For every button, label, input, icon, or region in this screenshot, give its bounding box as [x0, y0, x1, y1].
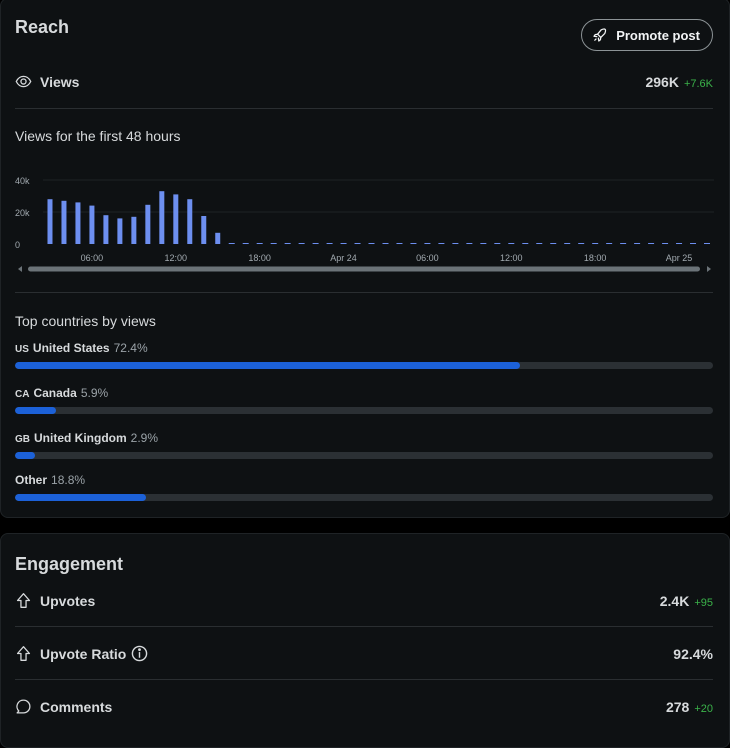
x-tick-label: Apr 25 — [666, 253, 693, 263]
chart-bar[interactable] — [159, 191, 165, 244]
engagement-card: Engagement Upvotes 2.4K +95 Upvote Ratio — [0, 533, 730, 748]
chart-bar[interactable] — [145, 204, 151, 244]
divider — [15, 626, 713, 627]
country-row: Other 18.8% — [15, 473, 713, 501]
country-row: GB United Kingdom 2.9% — [15, 431, 713, 459]
chart-bar[interactable] — [215, 232, 221, 244]
upvote-ratio-label: Upvote Ratio — [40, 645, 127, 662]
country-bar-track — [15, 452, 713, 459]
country-name: Other — [15, 473, 48, 487]
chart-bar[interactable] — [131, 216, 137, 244]
country-percent: 18.8% — [51, 473, 86, 487]
comments-label: Comments — [40, 698, 113, 715]
chart-bar[interactable] — [61, 200, 67, 244]
chart-bar[interactable] — [75, 202, 81, 244]
upvotes-value: 2.4K — [659, 592, 690, 609]
country-bar-fill — [15, 407, 57, 414]
views-label: Views — [40, 73, 80, 90]
country-bar-fill — [15, 452, 36, 459]
country-name: Canada — [33, 386, 77, 400]
chart-title: Views for the first 48 hours — [15, 128, 181, 144]
x-tick-label: 12:00 — [500, 253, 523, 263]
chart-bar[interactable] — [117, 218, 123, 244]
scroll-left-icon[interactable] — [18, 266, 22, 272]
x-tick-label: 18:00 — [584, 253, 607, 263]
x-tick-label: 18:00 — [248, 253, 271, 263]
comment-bubble-icon — [16, 699, 31, 714]
country-percent: 72.4% — [113, 341, 148, 355]
x-tick-label: 12:00 — [165, 253, 188, 263]
engagement-title: Engagement — [15, 554, 124, 574]
chart-bar[interactable] — [173, 194, 179, 244]
reach-card: Reach Promote post Views 296K +7.6K View… — [0, 0, 730, 518]
promote-post-label: Promote post — [616, 27, 700, 43]
countries-title: Top countries by views — [15, 313, 156, 329]
country-bar-track — [15, 407, 713, 414]
rocket-icon — [593, 28, 607, 42]
upvotes-row: Upvotes 2.4K +95 — [15, 592, 713, 609]
chart-bar[interactable] — [89, 205, 95, 244]
x-tick-label: Apr 24 — [330, 253, 357, 263]
x-tick-label: 06:00 — [81, 253, 104, 263]
views-delta: +7.6K — [683, 77, 713, 90]
country-bar-fill — [15, 362, 521, 369]
chart-scrollbar[interactable] — [28, 266, 700, 272]
reach-title: Reach — [15, 17, 70, 37]
views-value: 296K — [645, 73, 679, 90]
upvote-ratio-row: Upvote Ratio 92.4% — [15, 645, 713, 662]
upvotes-delta: +95 — [694, 596, 713, 609]
chart-bar[interactable] — [187, 199, 193, 244]
comments-row: Comments 278 +20 — [15, 698, 713, 715]
promote-post-button[interactable]: Promote post — [581, 19, 713, 51]
country-row: CA Canada 5.9% — [15, 386, 713, 414]
comments-delta: +20 — [694, 702, 713, 715]
eye-icon — [15, 75, 32, 88]
info-icon[interactable] — [131, 645, 148, 662]
y-tick-label: 0 — [15, 240, 20, 250]
country-code: CA — [15, 389, 30, 400]
scroll-right-icon[interactable] — [707, 266, 711, 272]
country-name: United Kingdom — [34, 431, 127, 445]
x-tick-label: 06:00 — [416, 253, 439, 263]
comments-value: 278 — [665, 698, 690, 715]
upvote-ratio-value: 92.4% — [673, 645, 713, 662]
views-chart[interactable]: 0 20k 40k 06:00 12:00 18:00 Apr 24 06:00 12:00 18… — [1, 167, 730, 279]
divider — [15, 292, 713, 293]
country-code: US — [15, 344, 29, 355]
chart-bar[interactable] — [201, 216, 207, 244]
chart-bar[interactable] — [47, 199, 53, 244]
views-row: Views 296K +7.6K — [15, 73, 713, 90]
upvote-arrow-icon — [16, 593, 31, 608]
y-tick-label: 40k — [15, 176, 30, 186]
country-code: GB — [15, 434, 30, 445]
y-tick-label: 20k — [15, 208, 30, 218]
divider — [15, 679, 713, 680]
divider — [15, 108, 713, 109]
chart-bar[interactable] — [103, 215, 109, 244]
country-row: US United States 72.4% — [15, 341, 713, 369]
country-name: United States — [32, 341, 110, 355]
upvote-arrow-icon — [16, 646, 31, 661]
upvotes-label: Upvotes — [40, 592, 96, 609]
country-bar-track — [15, 362, 713, 369]
country-bar-fill — [15, 494, 147, 501]
country-bar-track — [15, 494, 713, 501]
country-percent: 2.9% — [130, 431, 159, 445]
country-percent: 5.9% — [80, 386, 109, 400]
